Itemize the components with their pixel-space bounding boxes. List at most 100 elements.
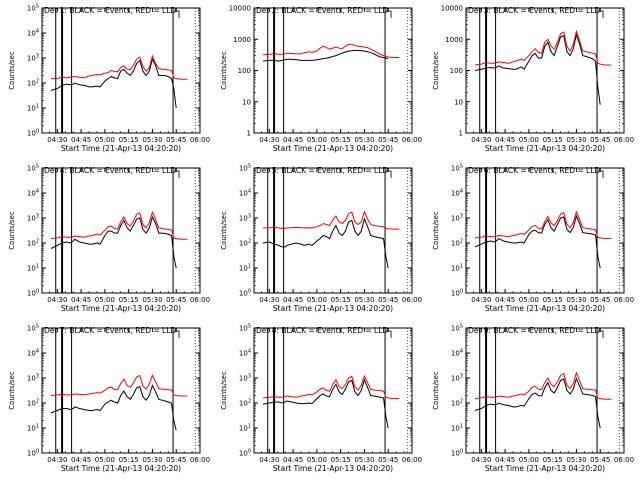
x-tick-label: 05:45: [590, 296, 610, 304]
x-tick-label: 04:30: [471, 136, 491, 144]
panel-title: Det 8: BLACK = Events, RED = LLD: [256, 326, 388, 335]
x-tick-label: 05:00: [307, 456, 327, 464]
series-line-events: [474, 32, 601, 105]
x-tick-label: 04:45: [71, 456, 91, 464]
x-tick-label: 04:30: [471, 456, 491, 464]
y-tick-label: 10: [242, 98, 251, 106]
series-line-events: [262, 217, 389, 269]
x-tick-label: 05:15: [119, 456, 139, 464]
y-tick-label: 104: [239, 349, 251, 358]
y-axis-label: Counts/sec: [8, 51, 16, 90]
x-tick-label: 04:30: [259, 456, 279, 464]
series-line-events: [50, 57, 177, 109]
x-tick-label: 06:00: [402, 296, 422, 304]
y-tick-label: 101: [451, 424, 463, 433]
x-axis-label: Start Time (21-Apr-13 04:20:20): [273, 304, 393, 313]
x-tick-label: 05:00: [307, 136, 327, 144]
x-tick-label: 04:45: [71, 296, 91, 304]
x-tick-label: 05:30: [354, 456, 374, 464]
y-tick-label: 102: [27, 79, 39, 88]
plot-frame: [253, 327, 413, 454]
x-tick-label: 06:00: [614, 136, 634, 144]
x-tick-label: 05:30: [142, 456, 162, 464]
x-tick-label: 05:00: [95, 136, 115, 144]
y-tick-label: 101: [27, 104, 39, 113]
plot-frame: [465, 7, 625, 134]
series-line-events: [474, 377, 601, 429]
panel-title: Det 2: BLACK = Events, RED = LLD: [256, 6, 388, 15]
x-tick-label: 05:45: [166, 136, 186, 144]
series-line-lld: [262, 43, 400, 58]
marker-bracket: [598, 10, 604, 18]
y-tick-label: 102: [451, 399, 463, 408]
x-tick-label: 04:45: [283, 136, 303, 144]
y-axis-label: Counts/sec: [432, 371, 440, 410]
y-tick-label: 100: [451, 289, 463, 298]
plot-frame: [41, 167, 201, 294]
y-tick-label: 102: [451, 239, 463, 248]
y-tick-label: 103: [239, 374, 251, 383]
x-tick-label: 05:45: [166, 456, 186, 464]
y-tick-label: 104: [27, 189, 39, 198]
x-tick-label: 05:00: [95, 456, 115, 464]
y-tick-label: 104: [451, 349, 463, 358]
panel-title: Det 4: BLACK = Events, RED = LLD: [44, 166, 176, 175]
y-tick-label: 10000: [229, 5, 251, 13]
y-tick-label: 100: [238, 67, 251, 75]
x-tick-label: 06:00: [402, 136, 422, 144]
x-tick-label: 05:30: [566, 296, 586, 304]
marker-bracket: [386, 170, 392, 178]
y-axis-label: Counts/sec: [220, 211, 228, 250]
y-axis-label: Counts/sec: [220, 51, 228, 90]
panel-title: Det 7: BLACK = Events, RED = LLD: [44, 326, 176, 335]
y-tick-label: 105: [27, 164, 39, 173]
x-tick-label: 05:00: [519, 456, 539, 464]
x-tick-label: 06:00: [190, 456, 210, 464]
y-tick-label: 101: [239, 264, 251, 273]
panel-title: Det 5: BLACK = Events, RED = LLD: [256, 166, 388, 175]
x-tick-label: 05:00: [307, 296, 327, 304]
panel-title: Det 6: BLACK = Events, RED = LLD: [468, 166, 600, 175]
x-tick-label: 05:30: [354, 296, 374, 304]
plot-frame: [465, 327, 625, 454]
x-axis-label: Start Time (21-Apr-13 04:20:20): [273, 144, 393, 153]
x-tick-label: 04:30: [259, 136, 279, 144]
x-axis-label: Start Time (21-Apr-13 04:20:20): [485, 144, 605, 153]
x-axis-label: Start Time (21-Apr-13 04:20:20): [485, 464, 605, 473]
y-tick-label: 1000: [445, 36, 463, 44]
series-line-events: [262, 49, 389, 62]
x-tick-label: 06:00: [614, 456, 634, 464]
y-tick-label: 103: [239, 214, 251, 223]
x-tick-label: 05:30: [566, 456, 586, 464]
x-tick-label: 05:15: [543, 456, 563, 464]
x-tick-label: 05:45: [378, 456, 398, 464]
series-line-lld: [262, 374, 400, 400]
y-tick-label: 1: [247, 130, 251, 138]
x-axis-label: Start Time (21-Apr-13 04:20:20): [485, 304, 605, 313]
series-line-events: [50, 215, 177, 269]
y-tick-label: 100: [27, 289, 39, 298]
marker-bracket: [598, 170, 604, 178]
x-tick-label: 05:30: [354, 136, 374, 144]
y-tick-label: 100: [239, 449, 251, 458]
series-line-lld: [474, 210, 612, 240]
x-axis-label: Start Time (21-Apr-13 04:20:20): [273, 464, 393, 473]
marker-bracket: [386, 10, 392, 18]
y-tick-label: 100: [451, 449, 463, 458]
y-tick-label: 105: [239, 164, 251, 173]
x-tick-label: 05:00: [95, 296, 115, 304]
y-tick-label: 102: [239, 399, 251, 408]
y-tick-label: 100: [450, 67, 463, 75]
y-tick-label: 10: [454, 98, 463, 106]
x-tick-label: 05:15: [543, 296, 563, 304]
x-tick-label: 04:30: [47, 456, 67, 464]
detector-panel-3: 1 10 100 1000 10000 04:30 04:45 05:00 05:15 05:30…: [432, 5, 634, 154]
series-line-events: [474, 214, 601, 269]
x-tick-label: 04:30: [471, 296, 491, 304]
x-tick-label: 05:15: [543, 136, 563, 144]
y-tick-label: 100: [27, 449, 39, 458]
x-tick-label: 05:15: [119, 296, 139, 304]
